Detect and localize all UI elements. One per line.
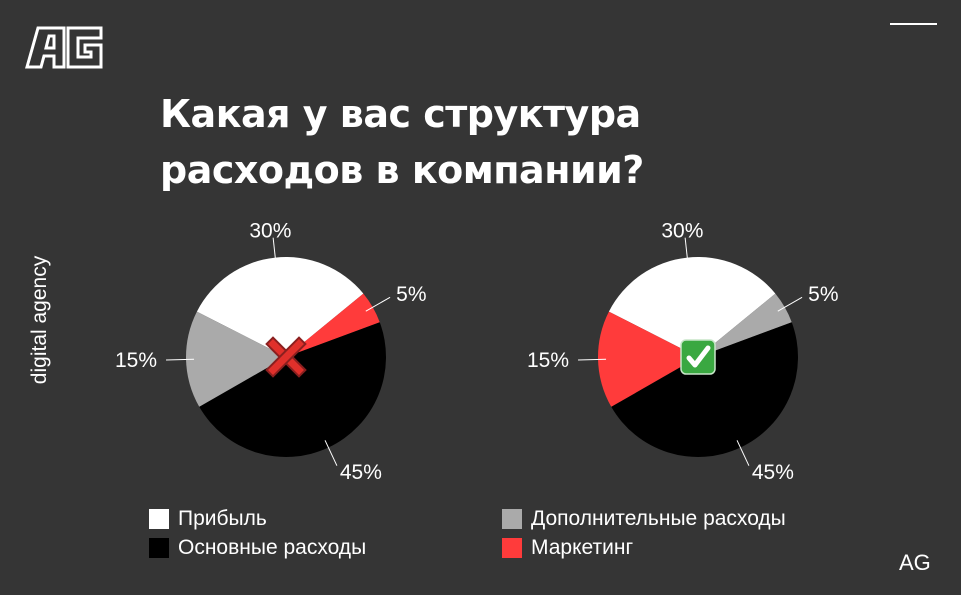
pie-1-slice-extra-expenses	[186, 311, 286, 407]
pie-1-slice-core-expenses	[199, 322, 386, 457]
pie-2-leader-marketing	[578, 358, 607, 361]
pie-2-slice-marketing	[598, 311, 698, 407]
legend-swatch-extra-expenses	[502, 509, 522, 529]
pie-2-label-core-expenses: 45%	[752, 461, 794, 484]
title-line-1: Какая у вас структура	[160, 92, 641, 136]
pie-1-label-core-expenses: 45%	[340, 461, 382, 484]
pie-2-slice-profit	[608, 257, 776, 357]
pie-1-leader-marketing	[365, 296, 391, 312]
legend-swatch-marketing	[502, 538, 522, 558]
legend-swatch-profit	[149, 509, 169, 529]
legend-item-profit: Прибыль	[149, 507, 267, 531]
cross-mark-icon	[265, 336, 307, 378]
pie-1-leader-core-expenses	[324, 440, 338, 466]
page-title: Какая у вас структура расходов в компани…	[160, 86, 780, 198]
pie-chart-2: 30% 5% 45% 15%	[527, 220, 839, 484]
pie-1-label-marketing: 5%	[396, 283, 426, 306]
pie-1-slice-profit	[196, 257, 364, 357]
legend-label-core-expenses: Основные расходы	[178, 536, 367, 559]
legend-label-extra-expenses: Дополнительные расходы	[531, 507, 786, 530]
pie-2-label-marketing: 15%	[527, 349, 569, 372]
pie-2-leader-extra-expenses	[777, 296, 803, 312]
pie-2-leader-profit	[684, 237, 689, 266]
corner-brand-mark: AG	[899, 550, 931, 575]
top-right-divider	[890, 23, 937, 25]
pie-2-label-profit: 30%	[661, 220, 703, 243]
pie-1-label-extra-expenses: 15%	[115, 349, 157, 372]
brand-logo	[25, 26, 103, 69]
pie-2-leader-core-expenses	[736, 440, 750, 466]
pie-1-label-profit: 30%	[249, 220, 291, 243]
title-line-2: расходов в компании?	[160, 148, 644, 192]
pie-1-leader-extra-expenses	[166, 358, 195, 361]
pie-2-slice-core-expenses	[611, 322, 798, 457]
pie-2-label-extra-expenses: 5%	[808, 283, 838, 306]
pie-chart-1: 30% 5% 45% 15%	[115, 220, 427, 484]
legend-item-core-expenses: Основные расходы	[149, 536, 366, 560]
pie-1-leader-profit	[272, 237, 277, 266]
legend-label-marketing: Маркетинг	[531, 536, 634, 559]
legend-label-profit: Прибыль	[178, 507, 267, 530]
check-mark-icon	[680, 339, 716, 375]
legend-item-extra-expenses: Дополнительные расходы	[502, 507, 786, 531]
pie-1-slice-marketing	[286, 293, 380, 357]
legend-swatch-core-expenses	[149, 538, 169, 558]
legend-item-marketing: Маркетинг	[502, 536, 633, 560]
pie-2-slice-extra-expenses	[698, 293, 792, 357]
